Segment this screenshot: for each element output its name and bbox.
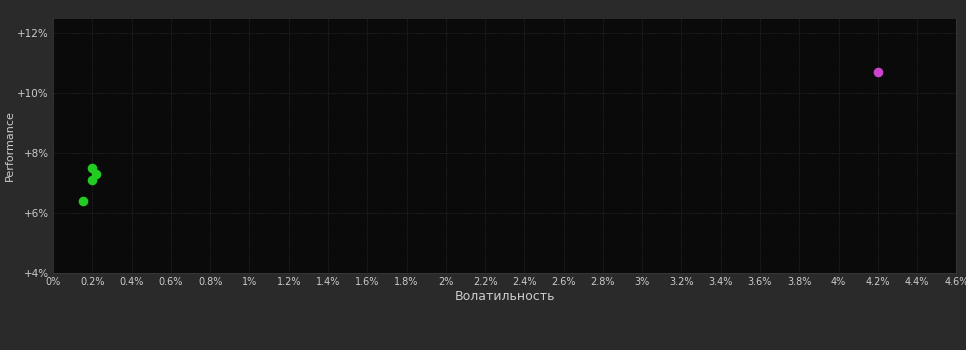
Point: [74, 198, 90, 204]
Y-axis label: Performance: Performance: [5, 110, 14, 181]
X-axis label: Волатильность: Волатильность: [454, 290, 555, 303]
Point: [89, 171, 104, 177]
Point: [870, 69, 886, 75]
Point: [85, 177, 100, 183]
Point: [85, 165, 100, 170]
